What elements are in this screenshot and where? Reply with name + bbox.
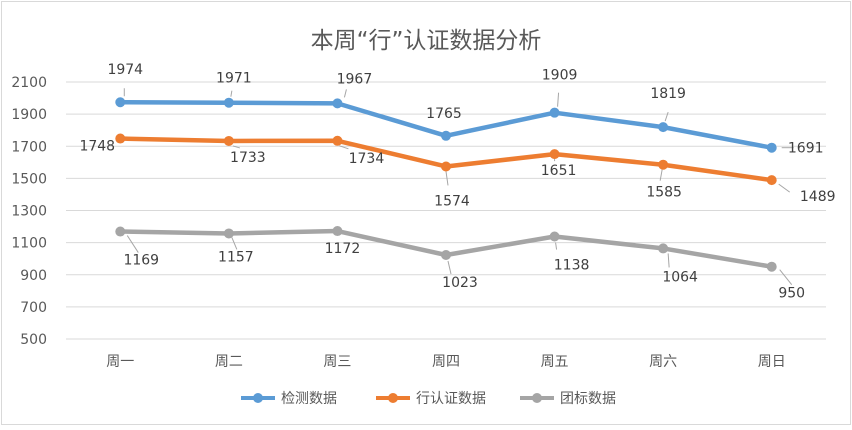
data-point [766,142,777,153]
data-label: 1909 [542,68,578,84]
x-tick-label: 周三 [323,354,351,370]
x-tick-label: 周五 [541,354,569,370]
data-label: 1574 [434,193,470,209]
data-label: 1734 [349,151,385,167]
data-point [115,97,126,108]
data-label: 1172 [325,241,361,257]
data-label: 1138 [554,258,590,274]
y-axis-ticks: 500 700 900 1100 1300 1500 1700 1900 2100 [11,75,47,348]
y-tick-label: 1100 [11,236,47,252]
y-tick-label: 2100 [11,75,47,91]
data-label: 1023 [442,275,478,291]
x-tick-label: 周一 [106,354,134,370]
legend-entry: 行认证数据 [416,391,486,407]
data-label: 1691 [788,141,824,157]
data-label: 1765 [426,106,462,122]
data-label-leader [778,183,791,193]
data-point [441,130,451,141]
x-axis-ticks: 周一 周二 周三 周四 周五 周六 周日 [106,354,785,370]
data-label-leader [343,89,347,98]
data-label-leader [339,145,349,150]
y-tick-label: 1300 [11,204,47,220]
series-lines [115,97,777,272]
data-label-leader [555,242,558,250]
gridlines [66,81,826,340]
data-point [441,161,451,172]
data-label-leader [445,171,449,186]
data-label-leader [126,235,139,253]
data-label-leader [447,260,452,275]
data-label: 1974 [107,62,143,78]
data-point [332,98,343,109]
data-label: 1157 [218,249,254,265]
legend-marker [532,393,542,403]
data-point [549,149,560,160]
data-label-leader [659,169,663,181]
data-label-leader [230,90,233,97]
data-label-leader [779,269,793,286]
data-label: 1967 [337,71,373,87]
data-point [766,175,777,186]
data-point [223,97,234,108]
data-label: 1585 [646,185,682,201]
data-point [658,159,669,170]
data-point [115,226,126,237]
data-point [549,231,560,242]
data-point [223,135,234,146]
data-point [658,243,669,254]
label-leader-lines [123,88,794,286]
legend: 检测数据 行认证数据 团标数据 [241,391,616,407]
y-tick-label: 1500 [11,171,47,187]
x-tick-label: 周四 [432,354,460,370]
legend-entry: 团标数据 [560,391,616,407]
data-label: 1748 [79,139,115,155]
y-tick-label: 500 [20,332,47,348]
data-label: 1971 [216,71,252,87]
data-label-leader [232,145,240,149]
data-point [115,133,126,144]
data-label: 1169 [123,253,159,269]
x-tick-label: 周六 [649,354,677,370]
data-point [441,249,451,260]
data-point [658,122,669,133]
data-point [332,135,343,146]
y-tick-label: 1700 [11,139,47,155]
data-label-leader [667,253,670,268]
data-point [549,107,560,118]
legend-entry: 检测数据 [281,391,337,407]
y-tick-label: 700 [20,300,47,316]
chart-title: 本周“行”认证数据分析 [311,28,542,54]
data-label: 1733 [230,150,266,166]
data-label-leader [557,92,560,107]
legend-marker [253,393,263,403]
data-point [766,261,777,272]
legend-marker [388,393,398,403]
data-point [223,228,234,239]
y-tick-label: 1900 [11,107,47,123]
data-label-leader [664,111,669,122]
data-label-leader [231,237,238,250]
data-label: 1064 [662,269,698,285]
y-tick-label: 900 [20,268,47,284]
x-tick-label: 周二 [215,354,243,370]
data-labels: 1974 1971 1967 1765 1909 1819 1691 1748 1733 1734… [79,62,835,301]
data-label: 1651 [541,163,577,179]
x-tick-label: 周日 [758,354,786,370]
data-label: 1819 [650,86,686,102]
data-point [332,226,343,237]
data-label: 950 [778,286,805,302]
data-label: 1489 [800,189,836,205]
